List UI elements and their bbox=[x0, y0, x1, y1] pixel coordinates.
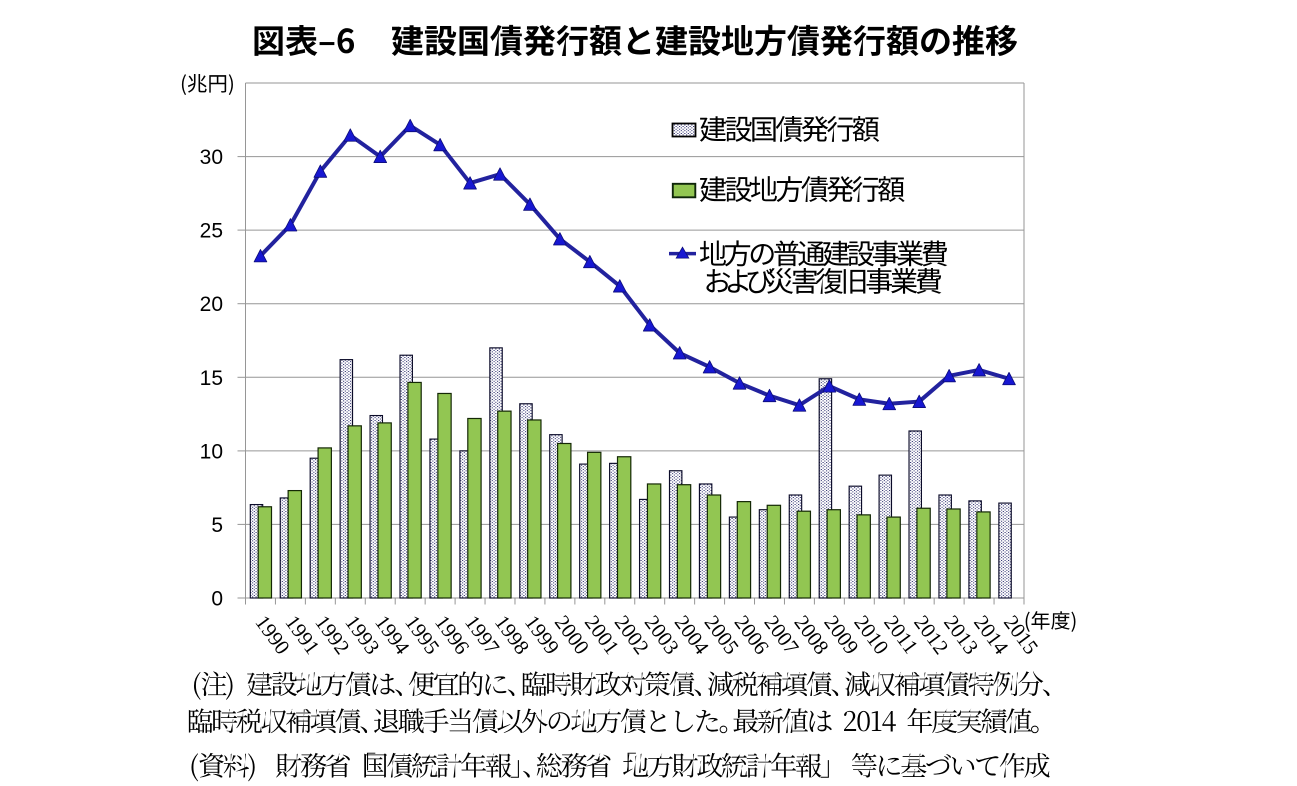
svg-text:5: 5 bbox=[211, 514, 223, 537]
svg-text:0: 0 bbox=[211, 588, 223, 611]
svg-text:15: 15 bbox=[200, 367, 223, 390]
svg-text:25: 25 bbox=[200, 220, 223, 243]
svg-text:20: 20 bbox=[200, 293, 223, 316]
svg-text:10: 10 bbox=[200, 440, 223, 463]
svg-text:30: 30 bbox=[200, 146, 223, 169]
